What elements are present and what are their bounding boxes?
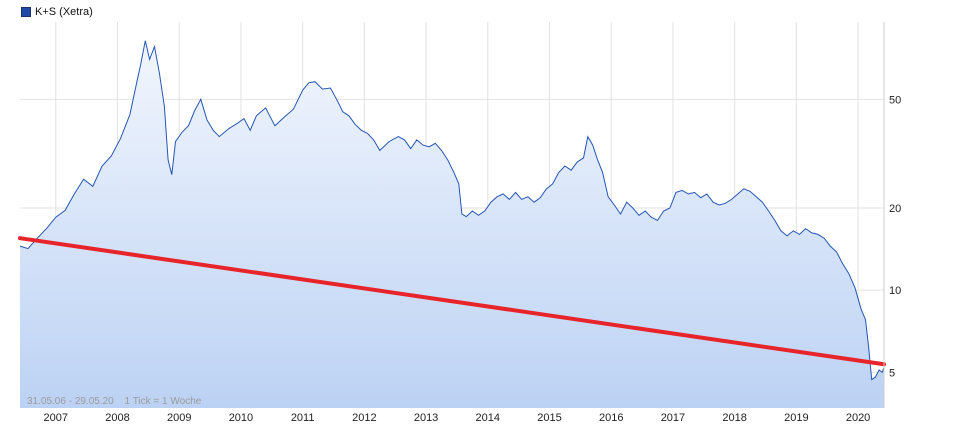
legend: K+S (Xetra) bbox=[21, 6, 93, 18]
y-axis-labels: 5 10 20 50 bbox=[889, 94, 901, 379]
x-tick-label-2020: 2020 bbox=[846, 412, 870, 424]
y-tick-label-20: 20 bbox=[889, 203, 901, 215]
trend-line bbox=[18, 236, 886, 367]
x-tick-label-2014: 2014 bbox=[476, 412, 500, 424]
x-axis-labels: 2007 2008 2009 2010 2011 2012 2013 2014 2015 2016… bbox=[44, 412, 871, 424]
price-line bbox=[19, 40, 885, 381]
range-note: 31.05.06 - 29.05.20 1 Tick = 1 Woche bbox=[27, 396, 201, 407]
range-interval: 1 Tick = 1 Woche bbox=[124, 396, 202, 407]
x-tick-label-2016: 2016 bbox=[599, 412, 623, 424]
x-tick-label-2015: 2015 bbox=[537, 412, 561, 424]
range-period: 31.05.06 - 29.05.20 bbox=[27, 396, 114, 407]
x-tick-label-2007: 2007 bbox=[44, 412, 68, 424]
y-tick-label-50: 50 bbox=[889, 94, 901, 106]
y-tick-label-10: 10 bbox=[889, 285, 901, 297]
x-tick-label-2011: 2011 bbox=[291, 412, 315, 424]
price-area-fill bbox=[20, 40, 884, 408]
y-tick-label-5: 5 bbox=[889, 367, 895, 379]
x-tick-label-2013: 2013 bbox=[414, 412, 438, 424]
x-tick-label-2012: 2012 bbox=[352, 412, 376, 424]
x-tick-label-2019: 2019 bbox=[784, 412, 808, 424]
legend-label: K+S (Xetra) bbox=[35, 6, 93, 18]
x-tick-label-2018: 2018 bbox=[722, 412, 746, 424]
x-tick-label-2010: 2010 bbox=[229, 412, 253, 424]
x-tick-label-2009: 2009 bbox=[167, 412, 191, 424]
x-tick-label-2017: 2017 bbox=[661, 412, 685, 424]
legend-swatch bbox=[21, 7, 31, 17]
x-tick-label-2008: 2008 bbox=[105, 412, 129, 424]
